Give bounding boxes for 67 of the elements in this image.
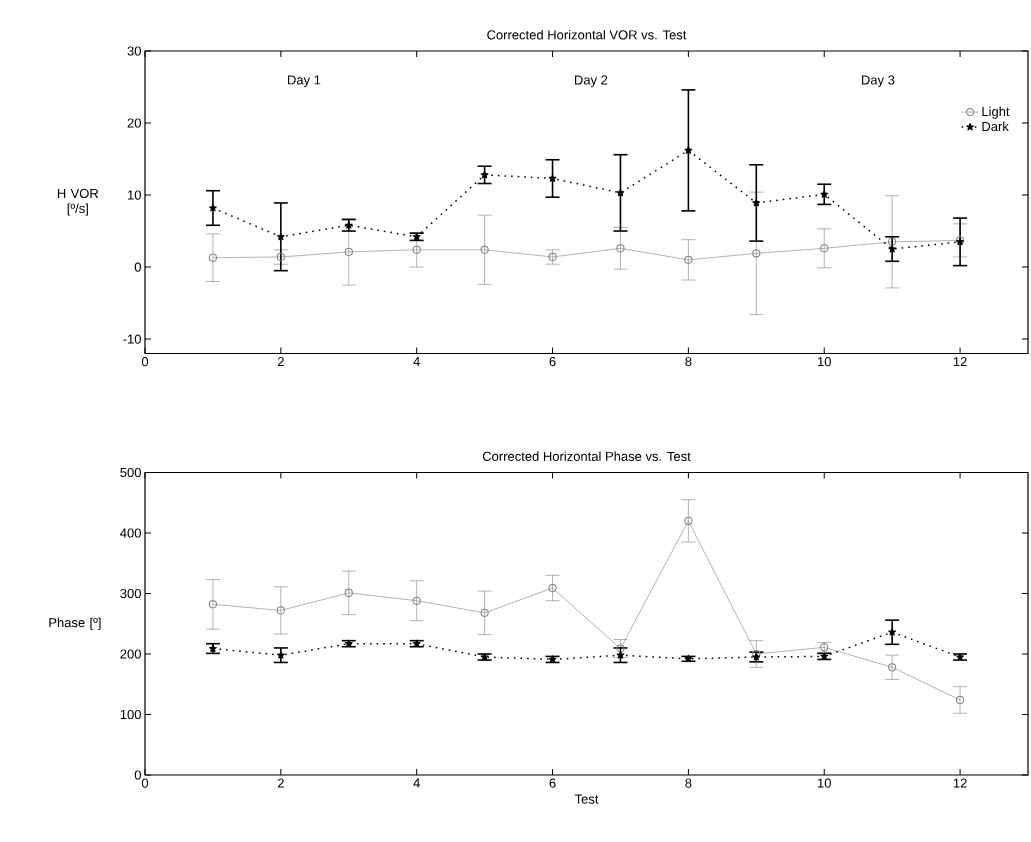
point	[820, 643, 829, 652]
annotation: Day 3	[861, 75, 895, 88]
point	[616, 188, 625, 197]
point	[888, 663, 897, 672]
point	[820, 190, 829, 198]
y-tick-label: 300	[120, 588, 141, 599]
x-tick-label: 8	[685, 357, 692, 367]
x-tick-label: 12	[953, 778, 967, 788]
y-tick-label: 400	[120, 528, 141, 538]
x-tick-label: 2	[277, 357, 284, 367]
point	[276, 232, 285, 241]
point	[276, 252, 285, 262]
x-tick-label: 6	[549, 778, 556, 788]
point	[344, 588, 353, 597]
point	[684, 146, 693, 154]
point	[684, 255, 693, 264]
y-tick-label: 0	[134, 770, 141, 780]
point	[276, 606, 285, 615]
point	[548, 583, 557, 593]
x-tick-label: 4	[413, 357, 420, 366]
chart-title: Corrected Horizontal Phase vs. Test	[482, 451, 691, 461]
y-tick-label: 20	[127, 118, 141, 128]
x-tick-label: 0	[141, 778, 149, 788]
annotation: Day 1	[288, 75, 321, 88]
point	[616, 244, 625, 253]
x-tick-label: 6	[549, 357, 556, 367]
legend-label: Dark	[982, 121, 1009, 132]
point	[955, 695, 965, 705]
y-axis-title: Phase [º]	[49, 617, 101, 630]
point	[888, 628, 897, 636]
point	[752, 198, 761, 207]
point	[752, 249, 761, 258]
point	[616, 651, 625, 659]
y-axis-title: H VOR [º/s]	[57, 188, 99, 216]
y-tick-label: 500	[120, 467, 141, 478]
point	[480, 608, 489, 617]
legend-label: Light	[982, 106, 1010, 119]
x-tick-label: 4	[413, 778, 420, 788]
annotation: Day 2	[575, 75, 608, 88]
y-tick-label: -10	[123, 334, 141, 344]
point	[276, 651, 285, 659]
y-tick-label: 10	[128, 190, 141, 200]
chart-title: Corrected Horizontal VOR vs. Test	[487, 29, 687, 40]
point	[344, 247, 353, 257]
x-tick-label: 2	[277, 778, 284, 788]
point	[209, 203, 217, 212]
point	[888, 237, 897, 246]
y-tick-label: 30	[127, 46, 141, 56]
y-tick-label: 0	[134, 262, 141, 272]
x-tick-label: 0	[141, 357, 149, 367]
point	[548, 174, 557, 182]
x-tick-label: 12	[953, 357, 967, 367]
point	[888, 244, 897, 253]
point	[684, 516, 693, 525]
point	[480, 170, 489, 179]
y-tick-label: 200	[120, 649, 141, 659]
x-axis-title: Test	[574, 794, 599, 804]
point	[412, 245, 421, 254]
point	[820, 244, 829, 253]
x-tick-label: 10	[817, 778, 831, 788]
x-tick-label: 8	[685, 778, 692, 788]
point	[412, 596, 421, 605]
x-tick-label: 10	[817, 357, 831, 367]
point	[480, 245, 489, 254]
point	[208, 600, 218, 609]
y-tick-label: 100	[120, 709, 141, 720]
point	[208, 253, 218, 262]
